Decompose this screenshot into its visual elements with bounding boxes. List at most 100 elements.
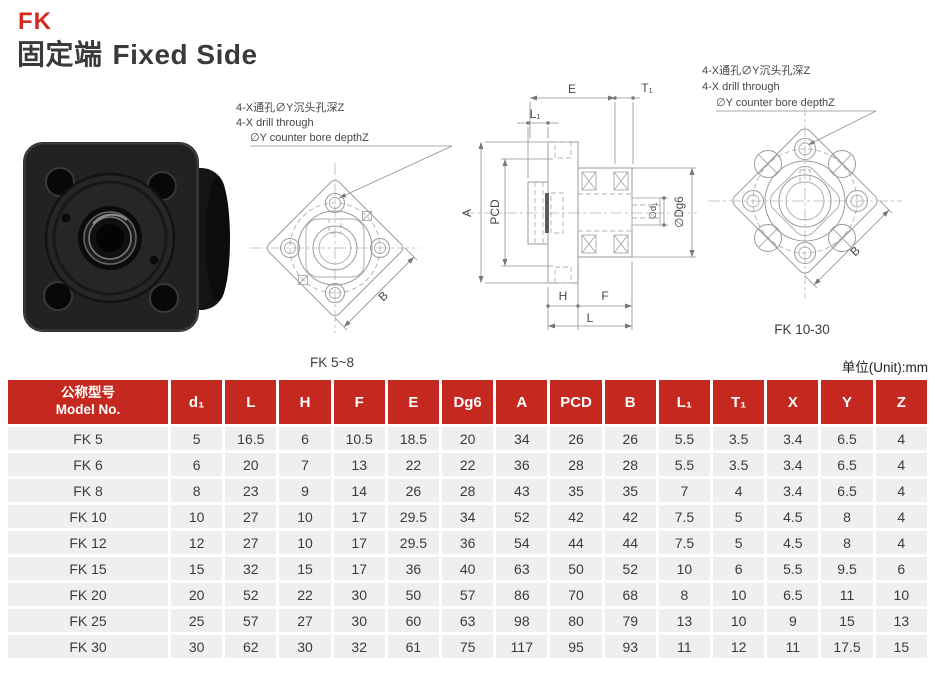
dim-L1-label: L₁ xyxy=(530,107,541,121)
spec-value-cell: 6 xyxy=(279,427,331,450)
model-no-cell: FK 8 xyxy=(8,479,168,502)
column-header: B xyxy=(604,380,656,424)
note-line2: 4-X drill through xyxy=(702,81,780,93)
spec-value-cell: 4 xyxy=(713,479,765,502)
spec-value-cell: 6 xyxy=(875,557,927,580)
dim-B-label: B xyxy=(847,243,863,259)
spec-value-cell: 27 xyxy=(225,531,277,554)
model-no-cell: FK 12 xyxy=(8,531,168,554)
table-row: FK 25 25 57 27 30 60 63 98 80 79 13 10 9 15 13 xyxy=(8,609,927,632)
spec-value-cell: 13 xyxy=(875,609,927,632)
table-row: FK 12 12 27 10 17 29.5 36 54 44 44 7.5 5 4.5 8 4 xyxy=(8,531,927,554)
spec-value-cell: 36 xyxy=(387,557,440,580)
spec-value-cell: 70 xyxy=(550,583,602,606)
spec-value-cell: 3.4 xyxy=(767,427,819,450)
spec-value-cell: 8 xyxy=(821,531,873,554)
table-row: FK 15 15 32 15 17 36 40 63 50 52 10 6 5.5 9.5 6 xyxy=(8,557,927,580)
model-header-en: Model No. xyxy=(55,402,121,417)
dim-L1: L₁ xyxy=(517,107,559,178)
dim-L-label: L xyxy=(587,311,594,325)
table-row: FK 6 6 20 7 13 22 22 36 28 28 5.5 3.5 3.4 6.5 4 xyxy=(8,453,927,476)
model-no-cell: FK 30 xyxy=(8,635,168,658)
column-header: X xyxy=(767,380,819,424)
column-header: A xyxy=(496,380,548,424)
spec-value-cell: 4 xyxy=(875,479,927,502)
dim-T1: T₁ xyxy=(613,81,653,164)
spec-value-cell: 57 xyxy=(442,583,494,606)
note-line3: ∅Y counter bore depthZ xyxy=(250,132,369,144)
page-title: 固定端 Fixed Side xyxy=(17,33,258,73)
column-header: E xyxy=(387,380,440,424)
dim-A: A xyxy=(460,141,547,284)
spec-value-cell: 50 xyxy=(387,583,440,606)
dim-PCD-label: PCD xyxy=(488,199,502,225)
dim-B: B xyxy=(334,247,418,331)
spec-value-cell: 6 xyxy=(171,453,223,476)
spec-value-cell: 35 xyxy=(550,479,602,502)
spec-value-cell: 4.5 xyxy=(767,505,819,528)
model-no-cell: FK 15 xyxy=(8,557,168,580)
dim-PCD: PCD xyxy=(488,158,553,267)
spec-value-cell: 4 xyxy=(875,505,927,528)
spec-value-cell: 98 xyxy=(496,609,548,632)
column-header: L₁ xyxy=(658,380,711,424)
spec-value-cell: 30 xyxy=(171,635,223,658)
spec-value-cell: 26 xyxy=(604,427,656,450)
spec-value-cell: 29.5 xyxy=(387,505,440,528)
spec-value-cell: 7 xyxy=(279,453,331,476)
dim-Dg6: ∅Dg6 xyxy=(632,167,696,258)
spec-value-cell: 93 xyxy=(604,635,656,658)
spec-value-cell: 17.5 xyxy=(821,635,873,658)
spec-value-cell: 25 xyxy=(171,609,223,632)
column-header: PCD xyxy=(550,380,602,424)
spec-value-cell: 57 xyxy=(225,609,277,632)
spec-value-cell: 11 xyxy=(767,635,819,658)
spec-value-cell: 14 xyxy=(333,479,385,502)
column-header: Dg6 xyxy=(442,380,494,424)
spec-value-cell: 11 xyxy=(821,583,873,606)
spec-value-cell: 80 xyxy=(550,609,602,632)
spec-value-cell: 54 xyxy=(496,531,548,554)
spec-value-cell: 7 xyxy=(658,479,711,502)
column-header: F xyxy=(333,380,385,424)
model-range-label-large: FK 10-30 xyxy=(774,322,830,337)
spec-value-cell: 27 xyxy=(225,505,277,528)
spec-value-cell: 5 xyxy=(713,505,765,528)
table-row: FK 10 10 27 10 17 29.5 34 52 42 42 7.5 5 4.5 8 4 xyxy=(8,505,927,528)
flange-outline xyxy=(708,104,902,298)
spec-value-cell: 6.5 xyxy=(821,427,873,450)
spec-value-cell: 40 xyxy=(442,557,494,580)
spec-value-cell: 30 xyxy=(333,609,385,632)
note-line2: 4-X drill through xyxy=(236,117,314,129)
column-header: Z xyxy=(875,380,927,424)
spec-value-cell: 95 xyxy=(550,635,602,658)
spec-value-cell: 86 xyxy=(496,583,548,606)
spec-value-cell: 10 xyxy=(713,583,765,606)
column-header: T₁ xyxy=(713,380,765,424)
dim-d1-label: ∅d₁ xyxy=(648,203,659,220)
model-no-cell: FK 25 xyxy=(8,609,168,632)
spec-value-cell: 4 xyxy=(875,531,927,554)
spec-value-cell: 52 xyxy=(604,557,656,580)
spec-value-cell: 15 xyxy=(171,557,223,580)
note-line3: ∅Y counter bore depthZ xyxy=(716,97,835,109)
spec-value-cell: 13 xyxy=(658,609,711,632)
spec-value-cell: 6.5 xyxy=(821,453,873,476)
bolt-holes xyxy=(742,138,868,264)
spec-value-cell: 18.5 xyxy=(387,427,440,450)
spec-value-cell: 52 xyxy=(496,505,548,528)
series-label: FK xyxy=(18,8,52,35)
page-title-en: Fixed Side xyxy=(112,39,258,70)
spec-value-cell: 5.5 xyxy=(658,427,711,450)
access-holes xyxy=(754,150,856,252)
spec-value-cell: 3.4 xyxy=(767,453,819,476)
spec-value-cell: 22 xyxy=(387,453,440,476)
spec-value-cell: 9.5 xyxy=(821,557,873,580)
spec-value-cell: 10 xyxy=(658,557,711,580)
spec-value-cell: 36 xyxy=(496,453,548,476)
model-header-cn: 公称型号 xyxy=(61,385,115,401)
spec-value-cell: 29.5 xyxy=(387,531,440,554)
spec-value-cell: 10 xyxy=(279,505,331,528)
spec-value-cell: 17 xyxy=(333,557,385,580)
table-row: FK 30 30 62 30 32 61 75 117 95 93 11 12 11 17.5 15 xyxy=(8,635,927,658)
